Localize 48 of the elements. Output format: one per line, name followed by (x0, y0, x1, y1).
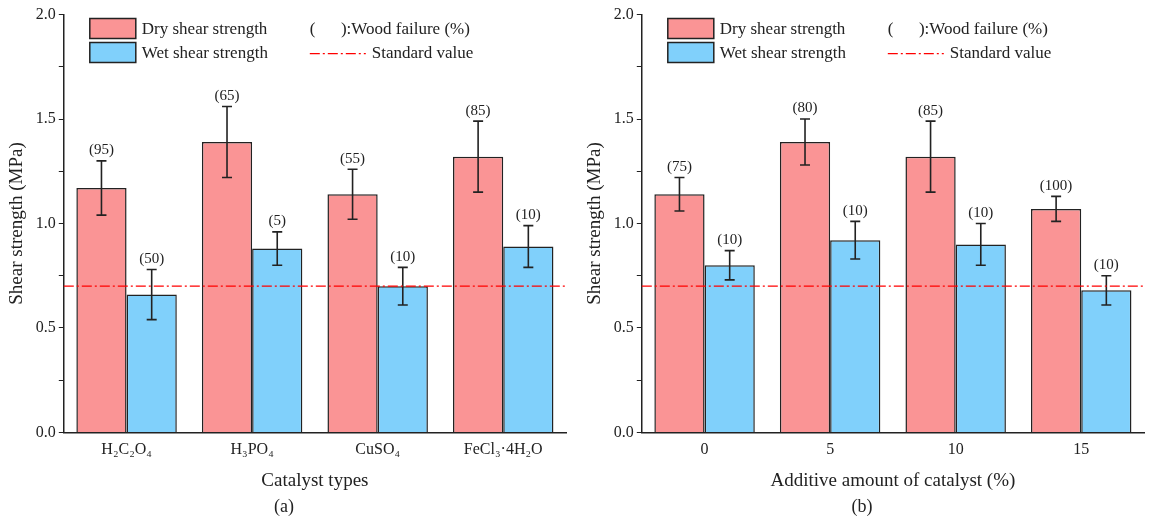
legend-label: Standard value (371, 43, 474, 63)
annotation: (10) (390, 247, 416, 265)
y-tick-label: 1.0 (35, 213, 56, 231)
x-tick-label: 0 (700, 440, 709, 458)
y-tick-label: 0.5 (35, 318, 56, 336)
x-tick-label: 10 (947, 440, 964, 458)
y-tick-label: 1.5 (613, 109, 634, 127)
legend-label: Dry shear strength (141, 19, 268, 39)
annotation: (75) (666, 157, 692, 175)
annotation: (10) (515, 206, 541, 224)
annotation: (95) (88, 141, 114, 159)
y-axis-title: Shear strength (MPa) (5, 142, 28, 305)
annotation: (100) (1039, 176, 1073, 194)
text: (a) (274, 495, 294, 517)
legend-label: Dry shear strength (719, 19, 846, 39)
y-axis-title: Shear strength (MPa) (583, 142, 606, 305)
legend-label: Wet shear strength (141, 43, 269, 63)
x-axis-title: Catalyst types (261, 468, 369, 490)
annotation: ( ):Wood failure (%) (309, 19, 470, 39)
y-tick-label: 0.0 (613, 422, 634, 440)
annotation: (10) (842, 201, 868, 219)
annotation: (55) (340, 149, 366, 167)
y-tick-label: 2.0 (613, 4, 634, 22)
annotation: ( ):Wood failure (%) (887, 19, 1048, 39)
legend-label: Wet shear strength (719, 43, 847, 63)
x-tick-label: 15 (1073, 440, 1090, 458)
x-axis-title: Additive amount of catalyst (%) (770, 468, 1016, 491)
y-tick-label: 2.0 (35, 4, 56, 22)
annotation: (85) (918, 101, 944, 119)
legend-label: Standard value (949, 43, 1052, 63)
annotation: (10) (1093, 256, 1119, 274)
y-tick-label: 0.5 (613, 318, 634, 336)
annotation: (80) (792, 99, 818, 117)
annotation: (85) (465, 101, 491, 119)
annotation: (10) (717, 231, 743, 249)
annotation: (10) (968, 203, 994, 221)
y-tick-label: 0.0 (35, 422, 56, 440)
x-tick-label: H₃PO₄ (230, 440, 275, 458)
annotation: (50) (139, 249, 165, 267)
y-tick-label: 1.5 (35, 109, 56, 127)
x-tick-label: CuSO₄ (355, 440, 401, 458)
annotation: (65) (214, 86, 240, 104)
x-tick-label: 5 (826, 440, 835, 458)
text: (b) (851, 495, 873, 517)
annotation: (5) (268, 212, 286, 230)
x-tick-label: FeCl₃·4H₂O (463, 440, 543, 458)
y-tick-label: 1.0 (613, 213, 634, 231)
x-tick-label: H₂C₂O₄ (101, 440, 153, 458)
